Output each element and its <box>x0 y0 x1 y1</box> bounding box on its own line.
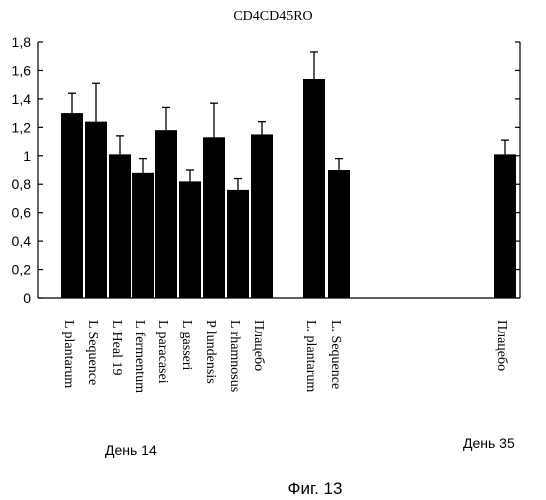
x-tick-label: P lundensis <box>203 320 218 384</box>
y-tick-label: 0,8 <box>12 176 32 192</box>
x-tick-labels: L plantarum L Sequence L Heal 19 L fermentu… <box>61 320 509 393</box>
x-tick-label: L gasseri <box>179 320 194 371</box>
y-tick-label: 0,4 <box>12 233 32 249</box>
group-label-day35: День 35 <box>463 435 515 451</box>
bar <box>251 134 273 298</box>
y-tick-label: 0,2 <box>12 262 32 278</box>
figure-caption: Фиг. 13 <box>288 479 343 498</box>
bar <box>85 122 107 298</box>
bar <box>227 190 249 298</box>
bar <box>132 173 154 298</box>
y-tick-label: 0,6 <box>12 205 32 221</box>
bar <box>61 113 83 298</box>
x-tick-label: L. Sequence <box>328 320 343 389</box>
x-tick-label: L plantarum <box>61 320 76 388</box>
bar <box>155 130 177 298</box>
x-tick-label: L fermentum <box>132 320 147 393</box>
y-tick-label: 1,6 <box>12 62 32 78</box>
bar <box>179 181 201 298</box>
x-tick-label: L rhamnosus <box>227 320 242 392</box>
bar <box>203 137 225 298</box>
bar <box>109 154 131 298</box>
x-tick-label: L. plantarum <box>303 320 318 392</box>
x-tick-label: L Sequence <box>85 320 100 385</box>
y-tick-label: 1,2 <box>12 119 32 135</box>
x-tick-label: Плацебо <box>494 320 509 371</box>
bars <box>61 52 516 298</box>
bar <box>303 79 325 298</box>
group-label-day14: День 14 <box>105 442 157 458</box>
y-tick-label: 1 <box>23 148 31 164</box>
bar <box>328 170 350 298</box>
chart-title: CD4CD45RO <box>233 9 312 24</box>
y-tick-label: 0 <box>23 290 31 306</box>
y-tick-label: 1,4 <box>12 91 32 107</box>
y-tick-label: 1,8 <box>12 34 32 50</box>
x-tick-label: L Heal 19 <box>109 320 124 375</box>
bar <box>494 154 516 298</box>
x-tick-label: L paracasei <box>155 320 170 384</box>
x-tick-label: Плацебо <box>251 320 266 371</box>
